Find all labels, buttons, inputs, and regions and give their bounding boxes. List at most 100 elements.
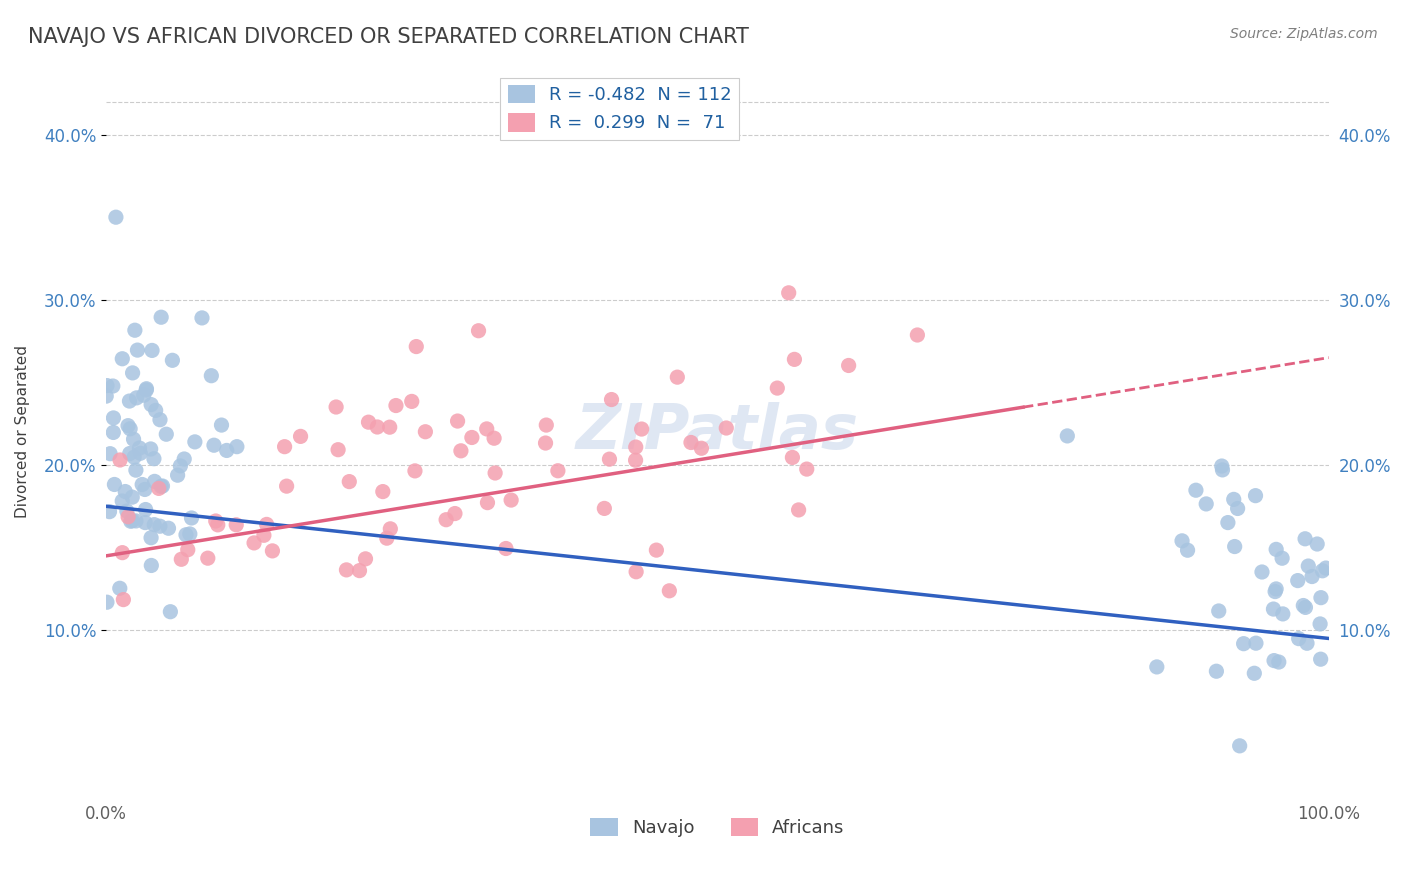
Africans [335,563,357,577]
Africans [253,528,276,542]
Africans [450,443,472,458]
Navajo [1195,497,1218,511]
Navajo [101,379,124,393]
Navajo [134,483,156,497]
Navajo [162,353,184,368]
Navajo [1171,533,1194,548]
Navajo [1185,483,1208,498]
Navajo [132,388,155,402]
Navajo [142,451,165,466]
Africans [148,482,170,496]
Africans [495,541,517,556]
Africans [108,453,131,467]
Navajo [215,443,238,458]
Navajo [1306,537,1329,551]
Navajo [141,343,163,358]
Navajo [96,595,118,609]
Navajo [1229,739,1251,753]
Navajo [98,505,121,519]
Navajo [96,378,118,392]
Africans [624,565,647,579]
Navajo [1223,540,1246,554]
Navajo [179,527,201,541]
Navajo [131,477,153,491]
Africans [225,517,247,532]
Africans [170,552,193,566]
Navajo [150,310,173,325]
Africans [378,420,401,434]
Navajo [125,391,148,405]
Navajo [1294,532,1316,546]
Navajo [1292,599,1315,613]
Africans [243,536,266,550]
Africans [262,544,284,558]
Navajo [180,511,202,525]
Africans [401,394,423,409]
Navajo [117,418,139,433]
Navajo [122,450,145,465]
Africans [197,551,219,566]
Africans [484,466,506,480]
Navajo [169,458,191,473]
Africans [501,493,523,508]
Navajo [118,446,141,460]
Navajo [141,558,163,573]
Africans [905,328,928,343]
Navajo [1294,600,1316,615]
Africans [375,531,398,545]
Navajo [211,418,233,433]
Navajo [1244,636,1267,650]
Navajo [1265,542,1288,557]
Africans [112,592,135,607]
Text: ZIPatlas: ZIPatlas [576,402,859,462]
Africans [666,370,689,384]
Africans [475,422,498,436]
Africans [782,450,804,465]
Africans [482,431,505,445]
Navajo [1309,616,1331,631]
Africans [645,543,668,558]
Africans [624,440,647,454]
Navajo [1312,564,1334,578]
Navajo [155,427,177,442]
Navajo [124,323,146,337]
Navajo [225,440,247,454]
Navajo [127,343,149,357]
Africans [415,425,437,439]
Navajo [1177,543,1199,558]
Navajo [134,516,156,530]
Navajo [1146,660,1168,674]
Navajo [121,514,143,528]
Navajo [104,210,127,224]
Navajo [1301,569,1323,583]
Navajo [1211,458,1233,473]
Navajo [149,519,172,533]
Africans [337,475,360,489]
Navajo [1315,561,1337,575]
Navajo [135,383,157,397]
Navajo [1296,636,1319,650]
Navajo [159,605,181,619]
Navajo [108,582,131,596]
Navajo [1264,584,1286,599]
Africans [273,440,295,454]
Navajo [141,398,163,412]
Navajo [1244,489,1267,503]
Africans [326,442,349,457]
Africans [404,464,426,478]
Navajo [120,422,142,436]
Africans [467,324,489,338]
Navajo [1056,429,1078,443]
Africans [838,359,860,373]
Africans [349,564,371,578]
Navajo [1265,582,1288,596]
Navajo [128,441,150,455]
Africans [679,435,702,450]
Africans [536,418,558,433]
Navajo [1310,591,1333,605]
Navajo [200,368,222,383]
Navajo [1298,559,1320,574]
Africans [796,462,818,476]
Africans [598,452,620,467]
Navajo [1288,632,1310,646]
